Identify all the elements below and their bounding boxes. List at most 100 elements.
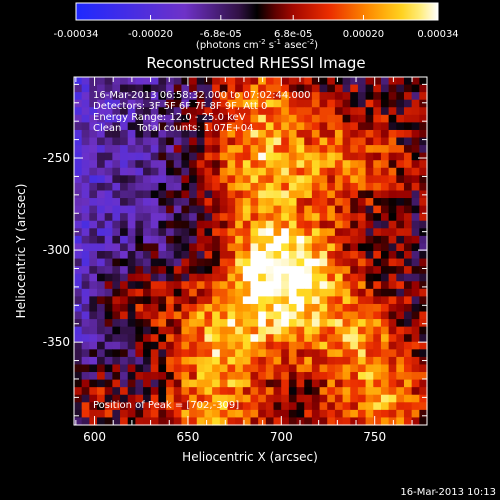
heatmap-cell (350, 160, 359, 169)
heatmap-cell (342, 356, 351, 366)
heatmap-cell (265, 356, 275, 366)
heatmap-cell (181, 372, 190, 381)
heatmap-cell (81, 281, 90, 290)
heatmap-cell (227, 114, 236, 123)
heatmap-cell (120, 92, 129, 101)
heatmap-cell (388, 296, 397, 305)
heatmap-cell (196, 402, 206, 411)
colorbar-tick-label: 0.00034 (417, 29, 458, 40)
heatmap-cell (212, 326, 221, 335)
heatmap-cell (150, 319, 160, 328)
heatmap-cell (181, 198, 190, 207)
heatmap-cell (304, 107, 313, 116)
heatmap-cell (403, 137, 413, 146)
heatmap-cell (357, 190, 367, 199)
heatmap-cell (311, 334, 321, 343)
heatmap-cell (419, 114, 428, 123)
heatmap-cell (158, 258, 167, 267)
heatmap-cell (196, 160, 206, 169)
heatmap-cell (135, 296, 144, 305)
heatmap-cell (250, 258, 259, 267)
heatmap-cell (350, 364, 359, 373)
heatmap-cell (235, 319, 244, 328)
heatmap-cell (158, 349, 167, 358)
heatmap-cell (365, 379, 374, 388)
heatmap-cell (273, 251, 282, 260)
heatmap-cell (112, 341, 121, 350)
heatmap-cell (81, 251, 90, 260)
heatmap-cell (127, 167, 136, 176)
heatmap-cell (212, 92, 221, 101)
heatmap-cell (396, 220, 405, 229)
heatmap-cell (127, 281, 136, 290)
heatmap-cell (143, 409, 152, 419)
heatmap-cell (104, 356, 113, 366)
heatmap-cell (304, 235, 313, 245)
heatmap-cell (250, 205, 259, 214)
heatmap-cell (380, 319, 390, 328)
heatmap-cell (288, 251, 298, 260)
heatmap-cell (304, 281, 313, 290)
heatmap-cell (81, 99, 90, 108)
heatmap-cell (235, 334, 244, 343)
heatmap-cell (403, 122, 413, 131)
colorbar-gradient (75, 2, 439, 21)
heatmap-cell (97, 228, 106, 237)
heatmap-cell (342, 145, 351, 154)
heatmap-cell (127, 258, 136, 267)
heatmap-cell (334, 288, 344, 297)
heatmap-cell (173, 92, 183, 101)
heatmap-cell (342, 190, 351, 199)
heatmap-cell (357, 251, 367, 260)
heatmap-cell (319, 152, 328, 161)
heatmap-cell (120, 160, 129, 169)
heatmap-cell (204, 311, 213, 320)
heatmap-cell (273, 205, 282, 214)
heatmap-cell (281, 107, 290, 116)
heatmap-cell (235, 160, 244, 169)
heatmap-cell (219, 182, 229, 192)
heatmap-cell (173, 84, 183, 93)
heatmap-cell (365, 243, 374, 252)
heatmap-cell (411, 160, 420, 169)
heatmap-cell (181, 145, 190, 154)
heatmap-cell (104, 228, 113, 237)
heatmap-cell (235, 364, 244, 373)
heatmap-cell (104, 114, 113, 123)
annotation-time-range: 16-Mar-2013 06:58:32.000 to 07:02:44.000 (93, 90, 311, 101)
heatmap-cell (357, 266, 367, 275)
heatmap-cell (311, 341, 321, 350)
heatmap-cell (403, 107, 413, 116)
heatmap-cell (304, 356, 313, 366)
heatmap-cell (403, 220, 413, 229)
heatmap-cell (357, 372, 367, 381)
heatmap-cell (319, 387, 328, 396)
heatmap-cell (227, 296, 236, 305)
heatmap-cell (143, 198, 152, 207)
heatmap-cell (265, 198, 275, 207)
heatmap-cell (227, 160, 236, 169)
heatmap-cell (334, 145, 344, 154)
heatmap-cell (173, 364, 183, 373)
heatmap-cell (219, 311, 229, 320)
heatmap-cell (127, 356, 136, 366)
heatmap-cell (380, 303, 390, 313)
annotation-block: 16-Mar-2013 06:58:32.000 to 07:02:44.000… (93, 90, 311, 134)
heatmap-cell (104, 198, 113, 207)
heatmap-cell (304, 334, 313, 343)
heatmap-cell (227, 190, 236, 199)
heatmap-cell (273, 84, 282, 93)
heatmap-cell (288, 281, 298, 290)
heatmap-cell (365, 311, 374, 320)
heatmap-cell (242, 417, 252, 426)
heatmap-cell (235, 311, 244, 320)
heatmap-cell (281, 198, 290, 207)
heatmap-cell (265, 281, 275, 290)
heatmap-cell (74, 349, 83, 358)
heatmap-cell (158, 303, 167, 313)
heatmap-cell (204, 402, 213, 411)
heatmap-cell (143, 273, 152, 282)
heatmap-cell (373, 251, 382, 260)
heatmap-cell (227, 92, 236, 101)
heatmap-cell (166, 379, 175, 388)
